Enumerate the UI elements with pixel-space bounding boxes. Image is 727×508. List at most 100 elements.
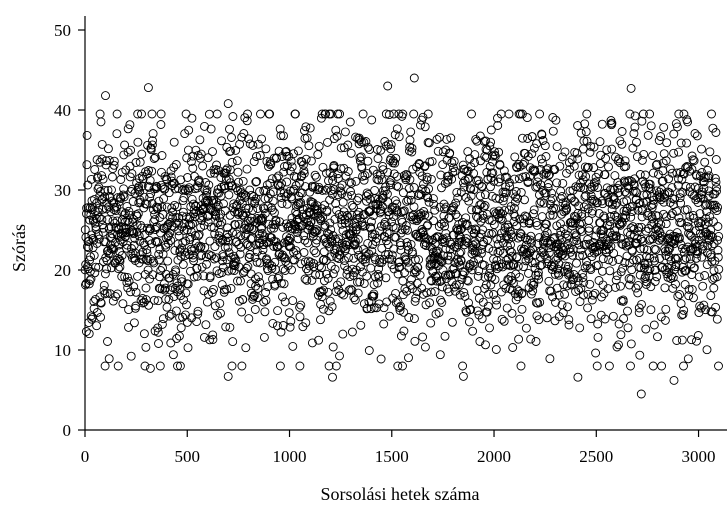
data-point xyxy=(338,242,348,252)
data-point xyxy=(632,137,641,147)
data-point xyxy=(472,285,482,295)
data-point xyxy=(92,155,102,165)
data-point xyxy=(434,308,444,318)
data-point xyxy=(587,196,597,206)
data-point xyxy=(475,191,485,201)
data-point xyxy=(526,334,536,344)
data-point xyxy=(522,113,532,123)
data-point xyxy=(529,280,539,290)
data-point xyxy=(703,240,713,250)
data-point xyxy=(521,256,531,266)
data-point xyxy=(157,151,167,160)
data-point xyxy=(592,247,602,257)
data-point xyxy=(299,231,309,241)
data-point xyxy=(394,132,404,142)
data-point xyxy=(479,202,489,212)
data-point xyxy=(82,130,92,140)
data-point xyxy=(141,254,151,264)
data-point xyxy=(248,205,258,215)
data-point xyxy=(705,147,715,157)
data-point xyxy=(160,283,170,293)
x-tick-label: 1500 xyxy=(375,447,409,466)
data-point xyxy=(612,342,622,352)
data-point xyxy=(484,289,494,299)
data-point xyxy=(693,193,703,203)
data-point xyxy=(154,196,164,206)
data-point xyxy=(261,295,271,305)
data-point xyxy=(527,132,537,142)
data-point xyxy=(588,206,597,216)
data-point xyxy=(306,217,316,227)
data-point xyxy=(288,186,298,196)
data-point xyxy=(195,135,205,145)
data-point xyxy=(424,184,434,194)
data-point xyxy=(362,303,372,313)
data-point xyxy=(454,230,464,240)
data-point xyxy=(345,117,355,127)
data-point xyxy=(687,151,697,161)
data-point xyxy=(299,169,309,178)
data-point xyxy=(441,244,451,254)
data-point xyxy=(242,164,252,174)
data-point xyxy=(274,240,284,250)
data-point xyxy=(265,178,275,188)
data-point xyxy=(314,335,324,345)
data-point xyxy=(215,237,225,247)
data-point xyxy=(164,311,174,321)
data-point xyxy=(316,315,325,325)
data-point xyxy=(188,163,198,173)
data-point xyxy=(293,234,303,244)
data-point xyxy=(113,289,123,299)
data-point xyxy=(339,163,349,173)
data-point xyxy=(279,253,289,262)
data-point xyxy=(489,220,499,230)
data-point xyxy=(521,249,531,259)
data-point xyxy=(311,248,321,258)
data-point xyxy=(273,306,283,316)
data-point xyxy=(219,199,228,209)
data-point xyxy=(473,306,482,316)
data-point xyxy=(573,121,583,130)
data-point xyxy=(677,310,687,320)
data-point xyxy=(197,250,207,260)
data-points xyxy=(80,73,724,399)
data-point xyxy=(548,126,558,136)
data-point xyxy=(158,183,168,193)
data-point xyxy=(687,335,696,345)
data-point xyxy=(249,192,259,201)
data-point xyxy=(501,232,511,242)
data-point xyxy=(291,246,301,256)
data-point xyxy=(242,225,252,235)
data-point xyxy=(244,134,253,144)
data-point xyxy=(168,350,178,360)
data-point xyxy=(465,154,475,164)
data-point xyxy=(677,174,687,184)
data-point xyxy=(286,316,296,326)
data-point xyxy=(526,231,536,241)
data-point xyxy=(162,302,172,312)
data-point xyxy=(493,121,503,130)
data-point xyxy=(98,204,108,214)
data-point xyxy=(277,179,287,189)
data-point xyxy=(393,182,403,192)
data-point xyxy=(576,128,586,138)
data-point xyxy=(309,259,319,268)
data-point xyxy=(292,250,302,260)
data-point xyxy=(458,371,468,381)
data-point xyxy=(492,264,502,274)
data-point xyxy=(529,143,539,153)
data-point xyxy=(537,130,547,140)
data-point xyxy=(142,169,152,179)
data-point xyxy=(298,160,308,170)
data-point xyxy=(547,188,556,198)
data-point xyxy=(506,230,516,239)
data-point xyxy=(253,293,263,303)
data-point xyxy=(675,189,685,199)
data-point xyxy=(641,226,651,236)
data-point xyxy=(440,238,450,247)
data-point xyxy=(96,298,106,308)
data-point xyxy=(708,217,718,227)
data-point xyxy=(369,289,379,299)
data-point xyxy=(531,337,541,346)
data-point xyxy=(276,327,286,337)
